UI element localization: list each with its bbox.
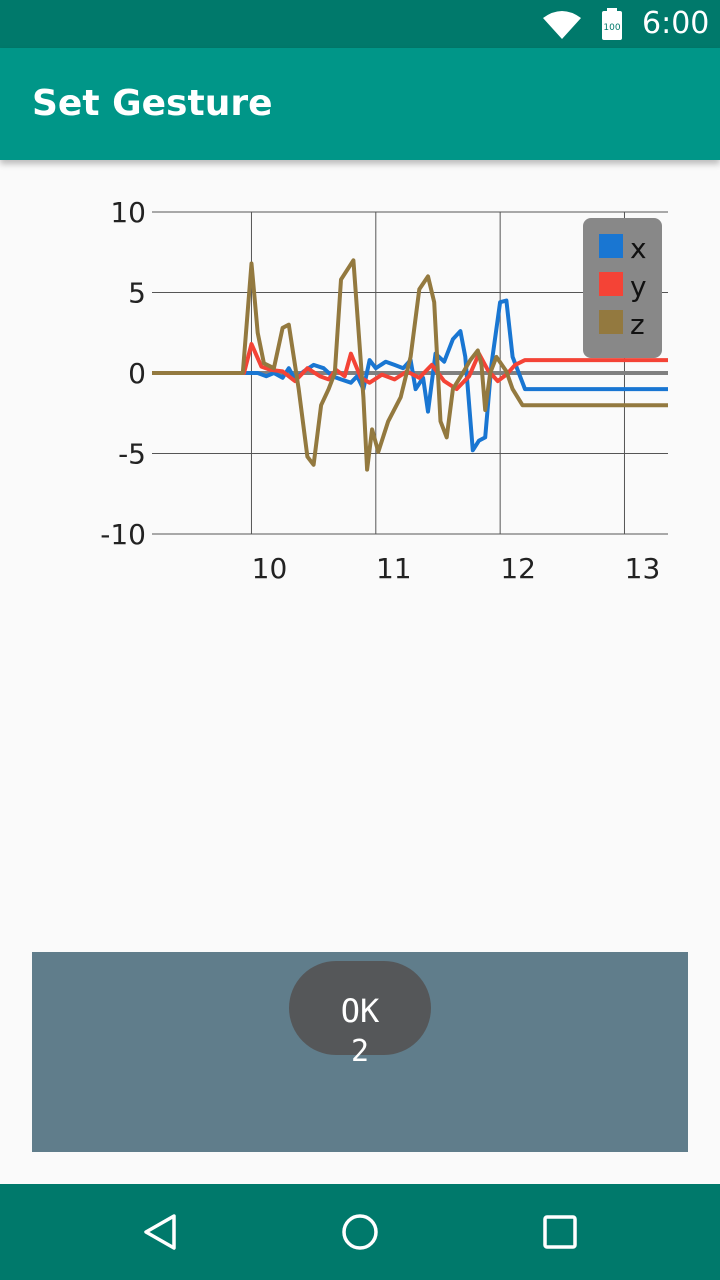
y-tick-label: -5 bbox=[118, 438, 146, 471]
battery-icon: 100 bbox=[602, 8, 622, 40]
home-icon[interactable] bbox=[336, 1208, 384, 1256]
ok-button[interactable]: OK bbox=[289, 961, 431, 1055]
x-tick-label: 10 bbox=[252, 552, 288, 585]
y-tick-label: 10 bbox=[110, 196, 146, 229]
gesture-counter: 2 bbox=[350, 1034, 370, 1069]
back-icon[interactable] bbox=[136, 1208, 184, 1256]
legend-swatch-z bbox=[599, 310, 623, 334]
wifi-icon bbox=[543, 11, 581, 39]
status-time: 6:00 bbox=[642, 6, 710, 41]
y-tick-label: 0 bbox=[128, 357, 146, 390]
legend-label-y: y bbox=[630, 270, 647, 303]
status-bar: 100 6:00 bbox=[0, 0, 720, 48]
sensor-line-chart: 10 5 0 -5 -10 10 11 12 13 xyz bbox=[100, 196, 668, 585]
page-title: Set Gesture bbox=[32, 83, 273, 124]
legend-label-z: z bbox=[630, 308, 645, 341]
series-line-z bbox=[152, 258, 668, 472]
x-tick-label: 13 bbox=[625, 552, 661, 585]
legend-swatch-x bbox=[599, 234, 623, 258]
x-tick-label: 12 bbox=[500, 552, 536, 585]
legend-swatch-y bbox=[599, 272, 623, 296]
y-tick-label: -10 bbox=[100, 518, 146, 551]
ok-button-label: OK bbox=[340, 992, 380, 1030]
app-bar: Set Gesture bbox=[0, 48, 720, 160]
series-line-x bbox=[152, 298, 668, 453]
x-tick-label: 11 bbox=[376, 552, 412, 585]
legend-label-x: x bbox=[630, 232, 647, 265]
recents-icon[interactable] bbox=[536, 1208, 584, 1256]
y-tick-label: 5 bbox=[128, 277, 146, 310]
navigation-bar bbox=[0, 1184, 720, 1280]
battery-level: 100 bbox=[603, 23, 620, 33]
